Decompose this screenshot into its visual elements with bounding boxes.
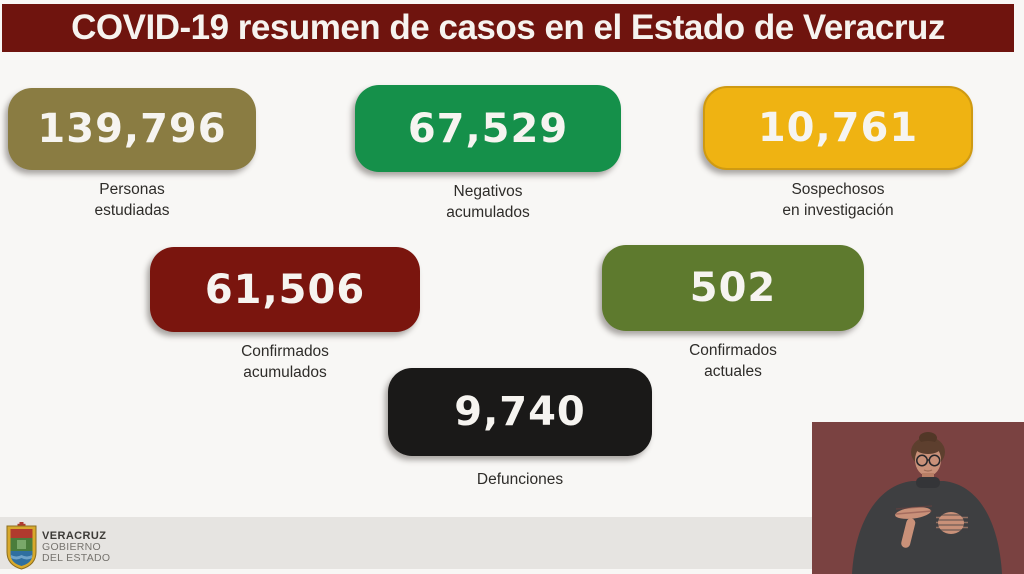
stat-card-personas-estudiadas: 139,796 [8,88,256,170]
stat-label: Confirmados acumulados [150,341,420,383]
title-bar: COVID-19 resumen de casos en el Estado d… [2,4,1014,52]
sign-language-interpreter-video [812,422,1024,574]
stat-card-sospechosos: 10,761 [703,86,973,170]
stat-label-line: acumulados [446,204,530,221]
stat-label-line: Confirmados [241,343,329,360]
stat-label-line: actuales [704,363,762,380]
stat-sospechosos: 10,761 Sospechosos en investigación [703,86,973,221]
government-wordmark: VERACRUZ GOBIERNO DEL ESTADO [42,531,110,564]
stat-label: Defunciones [388,469,652,490]
stat-defunciones: 9,740 Defunciones [388,368,652,490]
stat-label: Negativos acumulados [355,181,621,223]
stat-confirmados-acumulados: 61,506 Confirmados acumulados [150,247,420,383]
stat-value: 61,506 [204,266,366,313]
brand-veracruz: VERACRUZ [42,530,107,542]
stat-label-line: estudiadas [94,202,170,219]
stat-label-line: Defunciones [476,471,564,488]
stat-value: 10,761 [757,105,919,151]
stat-value: 502 [689,265,777,311]
stat-confirmados-actuales: 502 Confirmados actuales [602,245,864,382]
stat-label: Personas estudiadas [8,179,256,221]
stat-card-confirmados-acumulados: 61,506 [150,247,420,332]
stat-label-line: Negativos [453,183,523,200]
stat-value: 9,740 [454,389,586,435]
stat-label-line: en investigación [782,202,894,219]
stat-label: Confirmados actuales [602,340,864,382]
stat-card-confirmados-actuales: 502 [602,245,864,331]
veracruz-coat-of-arms-icon [6,522,37,570]
footer-bar [0,517,812,569]
stat-card-negativos-acumulados: 67,529 [355,85,621,172]
stat-value: 67,529 [407,105,569,152]
stat-value: 139,796 [37,106,227,152]
stat-card-defunciones: 9,740 [388,368,652,456]
interpreter-illustration [812,422,1024,574]
stat-personas-estudiadas: 139,796 Personas estudiadas [8,88,256,221]
page-title: COVID-19 resumen de casos en el Estado d… [71,8,945,47]
stat-label-line: Sospechosos [791,181,885,198]
brand-gobierno: GOBIERNO [42,541,101,553]
stat-label-line: Confirmados [689,342,777,359]
stat-label-line: Personas [99,181,165,198]
stat-label-line: acumulados [243,364,327,381]
stat-negativos-acumulados: 67,529 Negativos acumulados [355,85,621,223]
stat-label: Sospechosos en investigación [703,179,973,221]
brand-del-estado: DEL ESTADO [42,552,111,564]
